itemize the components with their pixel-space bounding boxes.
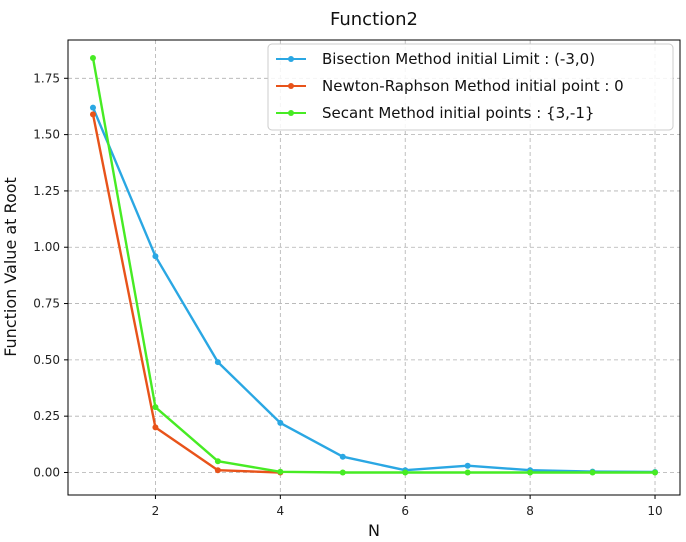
- data-point-secant: [652, 469, 659, 476]
- legend-label-newton: Newton-Raphson Method initial point : 0: [322, 77, 624, 95]
- data-point-secant: [214, 458, 221, 465]
- y-tick-label: 1.00: [33, 240, 60, 254]
- data-point-secant: [152, 404, 159, 411]
- series-line-secant: [91, 57, 655, 474]
- data-point-newton: [152, 424, 159, 431]
- data-point-secant: [464, 469, 471, 476]
- data-point-bisection: [89, 104, 96, 111]
- data-point-bisection: [214, 359, 221, 366]
- y-tick-label: 0.75: [33, 297, 60, 311]
- x-tick-label: 4: [277, 504, 285, 518]
- y-tick-label: 0.00: [33, 465, 60, 479]
- data-point-secant: [339, 469, 346, 476]
- data-point-secant: [527, 469, 534, 476]
- legend: Bisection Method initial Limit : (-3,0) …: [267, 43, 674, 131]
- series-layer: [89, 55, 659, 476]
- y-tick-label: 0.25: [33, 409, 60, 423]
- data-point-newton: [89, 111, 96, 118]
- legend-marker-newton: [288, 83, 294, 89]
- y-tick-label: 1.75: [33, 71, 60, 85]
- ticks: 0.00 0.25 0.50 0.75 1.00 1.25 1.50 1.75 2 4 6 8 10: [33, 71, 662, 518]
- data-point-secant: [277, 468, 284, 475]
- x-tick-label: 2: [152, 504, 160, 518]
- y-axis-label: Function Value at Root: [1, 177, 20, 357]
- data-point-bisection: [339, 453, 346, 460]
- series-line-newton: [91, 114, 281, 474]
- x-tick-label: 10: [647, 504, 662, 518]
- y-tick-label: 0.50: [33, 353, 60, 367]
- chart-title: Function2: [330, 9, 418, 30]
- legend-marker-bisection: [288, 56, 294, 62]
- series-secant: [89, 55, 659, 476]
- grid: [68, 40, 680, 495]
- y-tick-label: 1.25: [33, 184, 60, 198]
- legend-box: [267, 43, 674, 131]
- plot-area-frame: [67, 39, 681, 496]
- x-tick-label: 6: [401, 504, 409, 518]
- x-tick-label: 8: [526, 504, 534, 518]
- legend-label-bisection: Bisection Method initial Limit : (-3,0): [322, 50, 595, 68]
- y-tick-label: 1.50: [33, 128, 60, 142]
- data-point-bisection: [277, 419, 284, 426]
- data-point-secant: [402, 469, 409, 476]
- data-point-bisection: [464, 462, 471, 469]
- legend-label-secant: Secant Method initial points : {3,-1}: [322, 104, 594, 122]
- data-point-secant: [589, 469, 596, 476]
- data-point-bisection: [152, 253, 159, 260]
- data-point-secant: [89, 55, 96, 62]
- data-point-newton: [214, 467, 221, 474]
- legend-marker-secant: [288, 110, 294, 116]
- x-axis-label: N: [368, 521, 380, 540]
- series-line-bisection: [91, 107, 656, 474]
